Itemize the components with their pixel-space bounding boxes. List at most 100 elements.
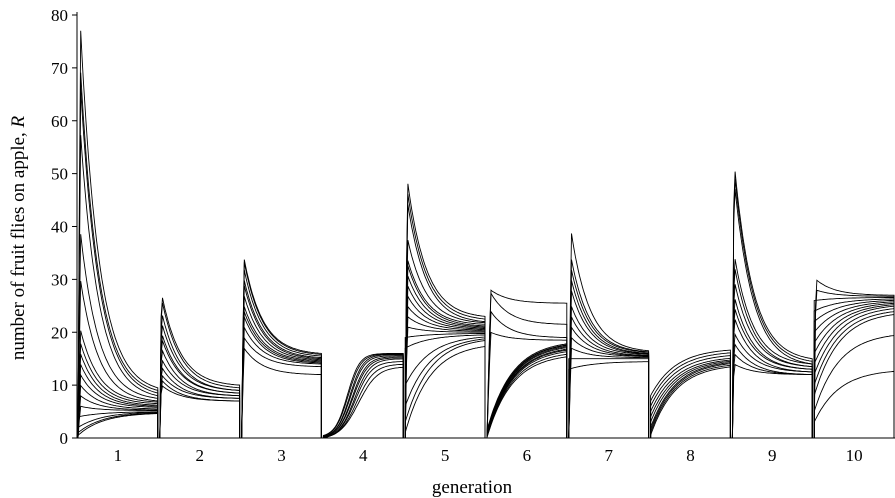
trajectory-line	[77, 330, 159, 439]
trajectory-line	[241, 262, 322, 439]
generation-1	[77, 30, 159, 439]
trajectory-line	[650, 359, 731, 438]
trajectory-line	[241, 347, 322, 439]
trajectory-line	[241, 327, 322, 439]
y-tick-label: 10	[51, 376, 68, 395]
trajectory-line	[77, 405, 159, 439]
trajectory-line	[404, 286, 486, 439]
trajectory-line	[650, 366, 731, 438]
generation-10	[813, 279, 895, 439]
y-axis-label: number of fruit flies on apple, R	[8, 115, 29, 360]
generation-9	[731, 171, 813, 439]
trajectory-line	[77, 373, 159, 439]
trajectory-line	[404, 316, 486, 439]
trajectory-line	[322, 366, 404, 439]
generation-4	[322, 352, 404, 439]
y-tick-label: 60	[51, 112, 68, 131]
trajectory-line	[241, 296, 322, 439]
trajectory-line	[650, 349, 731, 438]
trajectory-line	[731, 319, 813, 439]
trajectory-line	[159, 367, 241, 439]
trajectory-line	[322, 355, 404, 438]
y-tick-label: 40	[51, 218, 68, 237]
trajectory-line	[486, 331, 568, 439]
trajectory-line	[568, 358, 650, 438]
trajectory-line	[77, 72, 159, 439]
trajectory-line	[568, 290, 650, 439]
generation-7	[568, 233, 650, 439]
trajectory-line	[404, 204, 486, 439]
generation-5	[404, 183, 486, 439]
trajectory-line	[77, 281, 159, 439]
trajectory-line	[486, 353, 568, 438]
trajectory-line	[650, 357, 731, 438]
x-tick-label: 5	[441, 446, 450, 465]
trajectory-line	[241, 259, 322, 439]
y-axis-label-variable: R	[8, 115, 29, 128]
x-tick-label: 4	[359, 446, 368, 465]
trajectory-line	[568, 259, 650, 439]
trajectory-line	[731, 189, 813, 439]
trajectory-line	[322, 352, 404, 438]
y-tick-label: 20	[51, 323, 68, 342]
trajectory-line	[813, 279, 895, 439]
x-tick-label: 6	[523, 446, 532, 465]
trajectory-line	[241, 316, 322, 439]
y-tick-label: 80	[51, 6, 68, 25]
generation-6	[486, 289, 568, 439]
trajectory-line	[731, 259, 813, 439]
trajectory-line	[404, 338, 486, 438]
generation-8	[650, 349, 731, 438]
y-axis: 0 10 20 30 40 50 60 70 80	[51, 6, 78, 448]
trajectory-line	[404, 260, 486, 439]
trajectory-line	[813, 304, 895, 438]
trajectory-line	[77, 354, 159, 439]
trajectory-line	[568, 336, 650, 439]
trajectory-line	[159, 359, 241, 439]
trajectory-line	[404, 183, 486, 439]
x-tick-label: 8	[686, 446, 695, 465]
trajectory-line	[404, 345, 486, 438]
trajectory-line	[404, 305, 486, 439]
trajectory-line	[404, 333, 486, 438]
trajectory-line	[404, 326, 486, 439]
trajectory-line	[813, 370, 895, 438]
y-tick-label: 50	[51, 165, 68, 184]
trajectory-line	[159, 385, 241, 439]
trajectory-line	[813, 299, 895, 438]
trajectory-line	[77, 411, 159, 438]
trajectory-line	[77, 413, 159, 438]
trajectory-line	[813, 334, 895, 438]
x-tick-label: 1	[114, 446, 123, 465]
trajectory-line	[568, 306, 650, 439]
trajectory-line	[404, 275, 486, 439]
trajectory-line	[404, 339, 486, 438]
x-tick-label: 10	[846, 446, 863, 465]
trajectory-line	[77, 364, 159, 439]
trajectory-line	[77, 234, 159, 439]
trajectory-line	[404, 194, 486, 439]
trajectory-line	[77, 412, 159, 438]
trajectory-line	[813, 308, 895, 438]
x-tick-label: 9	[768, 446, 777, 465]
trajectory-line	[404, 334, 486, 438]
trajectory-line	[404, 265, 486, 439]
trajectory-line	[731, 309, 813, 439]
trajectory-line	[731, 171, 813, 439]
x-axis: 1 2 3 4 5 6 7 8 9 10	[77, 437, 895, 465]
trajectory-line	[322, 357, 404, 438]
trajectory-line	[813, 311, 895, 438]
y-tick-label: 30	[51, 270, 68, 289]
trajectory-line	[813, 289, 895, 439]
trajectory-line	[159, 374, 241, 439]
trajectory-line	[241, 285, 322, 439]
trajectory-line	[77, 343, 159, 439]
trajectory-line	[568, 280, 650, 439]
trajectory-line	[813, 305, 895, 438]
trajectory-line	[241, 311, 322, 439]
trajectory-line	[650, 364, 731, 438]
trajectory-line	[731, 284, 813, 439]
trajectory-line	[650, 352, 731, 438]
trajectory-line	[731, 332, 813, 439]
